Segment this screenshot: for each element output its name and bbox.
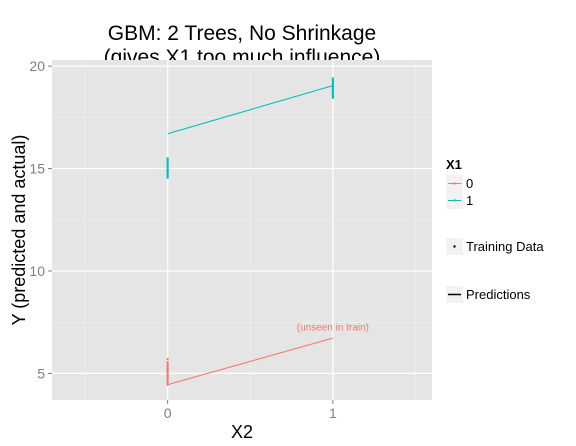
- y-tick-label: 20: [29, 58, 45, 74]
- training-point-x1-0: [166, 383, 169, 386]
- legend-key-0-point: [453, 182, 456, 185]
- x-tick-label: 0: [164, 405, 172, 421]
- training-point-x1-0: [166, 366, 169, 369]
- grid-major: [52, 60, 432, 400]
- plot-panel: [52, 60, 432, 400]
- training-point-x1-0: [166, 380, 169, 383]
- grid-minor: [52, 60, 432, 400]
- y-tick-label: 10: [29, 263, 45, 279]
- training-point-x1-0: [166, 363, 169, 366]
- legend-label-0: 0: [466, 176, 473, 191]
- y-tick-label: 15: [29, 161, 45, 177]
- annotation-unseen-in-train: (unseen in train): [297, 322, 369, 333]
- y-axis-ticks: 5 10 15 20: [29, 58, 52, 381]
- y-tick-label: 5: [37, 365, 45, 381]
- legend-label-predictions: Predictions: [466, 287, 531, 302]
- legend: X1 0 1 Training Data Predictions: [446, 157, 544, 303]
- x-tick-label: 1: [329, 405, 337, 421]
- legend-title: X1: [446, 157, 462, 172]
- prediction-line-x1-1: [167, 85, 334, 135]
- legend-key-1-point: [453, 199, 456, 202]
- x-axis-label: X2: [231, 422, 253, 442]
- chart-title-line-1: GBM: 2 Trees, No Shrinkage: [108, 22, 376, 45]
- legend-label-training-data: Training Data: [466, 239, 544, 254]
- y-axis-label: Y (predicted and actual): [9, 135, 29, 326]
- legend-key-training-data-point: [453, 245, 456, 248]
- training-point-x1-1: [331, 77, 334, 80]
- training-point-x1-1: [166, 157, 169, 160]
- data-layer: (unseen in train): [166, 77, 369, 386]
- prediction-line-x1-0: [167, 337, 334, 386]
- training-point-x1-0: [166, 357, 169, 361]
- legend-label-1: 1: [466, 193, 473, 208]
- training-point-x1-0: [166, 361, 169, 364]
